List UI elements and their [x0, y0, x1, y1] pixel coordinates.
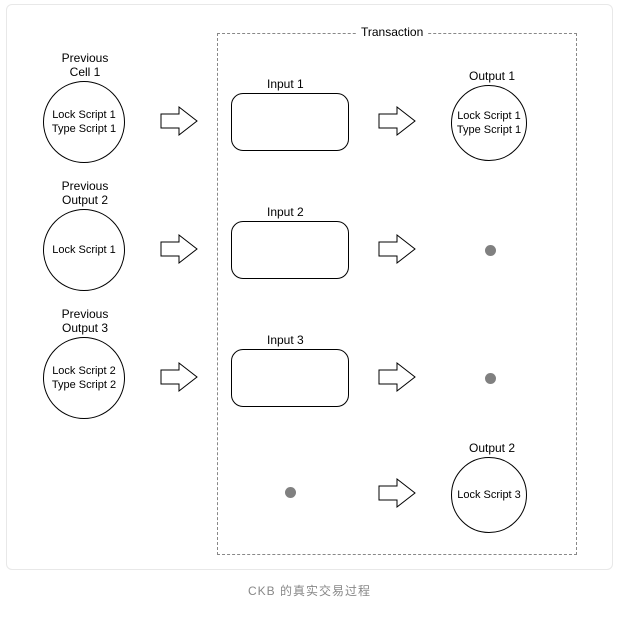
input-box-1: [231, 93, 349, 151]
arrow-icon: [159, 233, 199, 265]
arrow-icon: [377, 105, 417, 137]
output-label-4: Output 2: [467, 441, 517, 455]
prev-label-2: Previous Output 2: [55, 179, 115, 207]
prev-label-1: Previous Cell 1: [55, 51, 115, 79]
arrow-icon: [159, 105, 199, 137]
output-dot-2: [485, 245, 496, 256]
diagram-caption: CKB 的真实交易过程: [0, 582, 619, 599]
output-circle-4: Lock Script 3: [451, 457, 527, 533]
input-label-3: Input 3: [267, 333, 304, 347]
arrow-icon: [159, 361, 199, 393]
prev-circle-3: Lock Script 2 Type Script 2: [43, 337, 125, 419]
output-dot-3: [485, 373, 496, 384]
input-dot-4: [285, 487, 296, 498]
input-label-1: Input 1: [267, 77, 304, 91]
output-circle-1: Lock Script 1 Type Script 1: [451, 85, 527, 161]
input-box-3: [231, 349, 349, 407]
output-label-1: Output 1: [467, 69, 517, 83]
diagram-card: Transaction Previous Cell 1 Lock Script …: [6, 4, 613, 570]
prev-label-3: Previous Output 3: [55, 307, 115, 335]
arrow-icon: [377, 361, 417, 393]
prev-circle-2: Lock Script 1: [43, 209, 125, 291]
arrow-icon: [377, 233, 417, 265]
prev-circle-1: Lock Script 1 Type Script 1: [43, 81, 125, 163]
transaction-label: Transaction: [357, 25, 427, 39]
input-label-2: Input 2: [267, 205, 304, 219]
input-box-2: [231, 221, 349, 279]
arrow-icon: [377, 477, 417, 509]
